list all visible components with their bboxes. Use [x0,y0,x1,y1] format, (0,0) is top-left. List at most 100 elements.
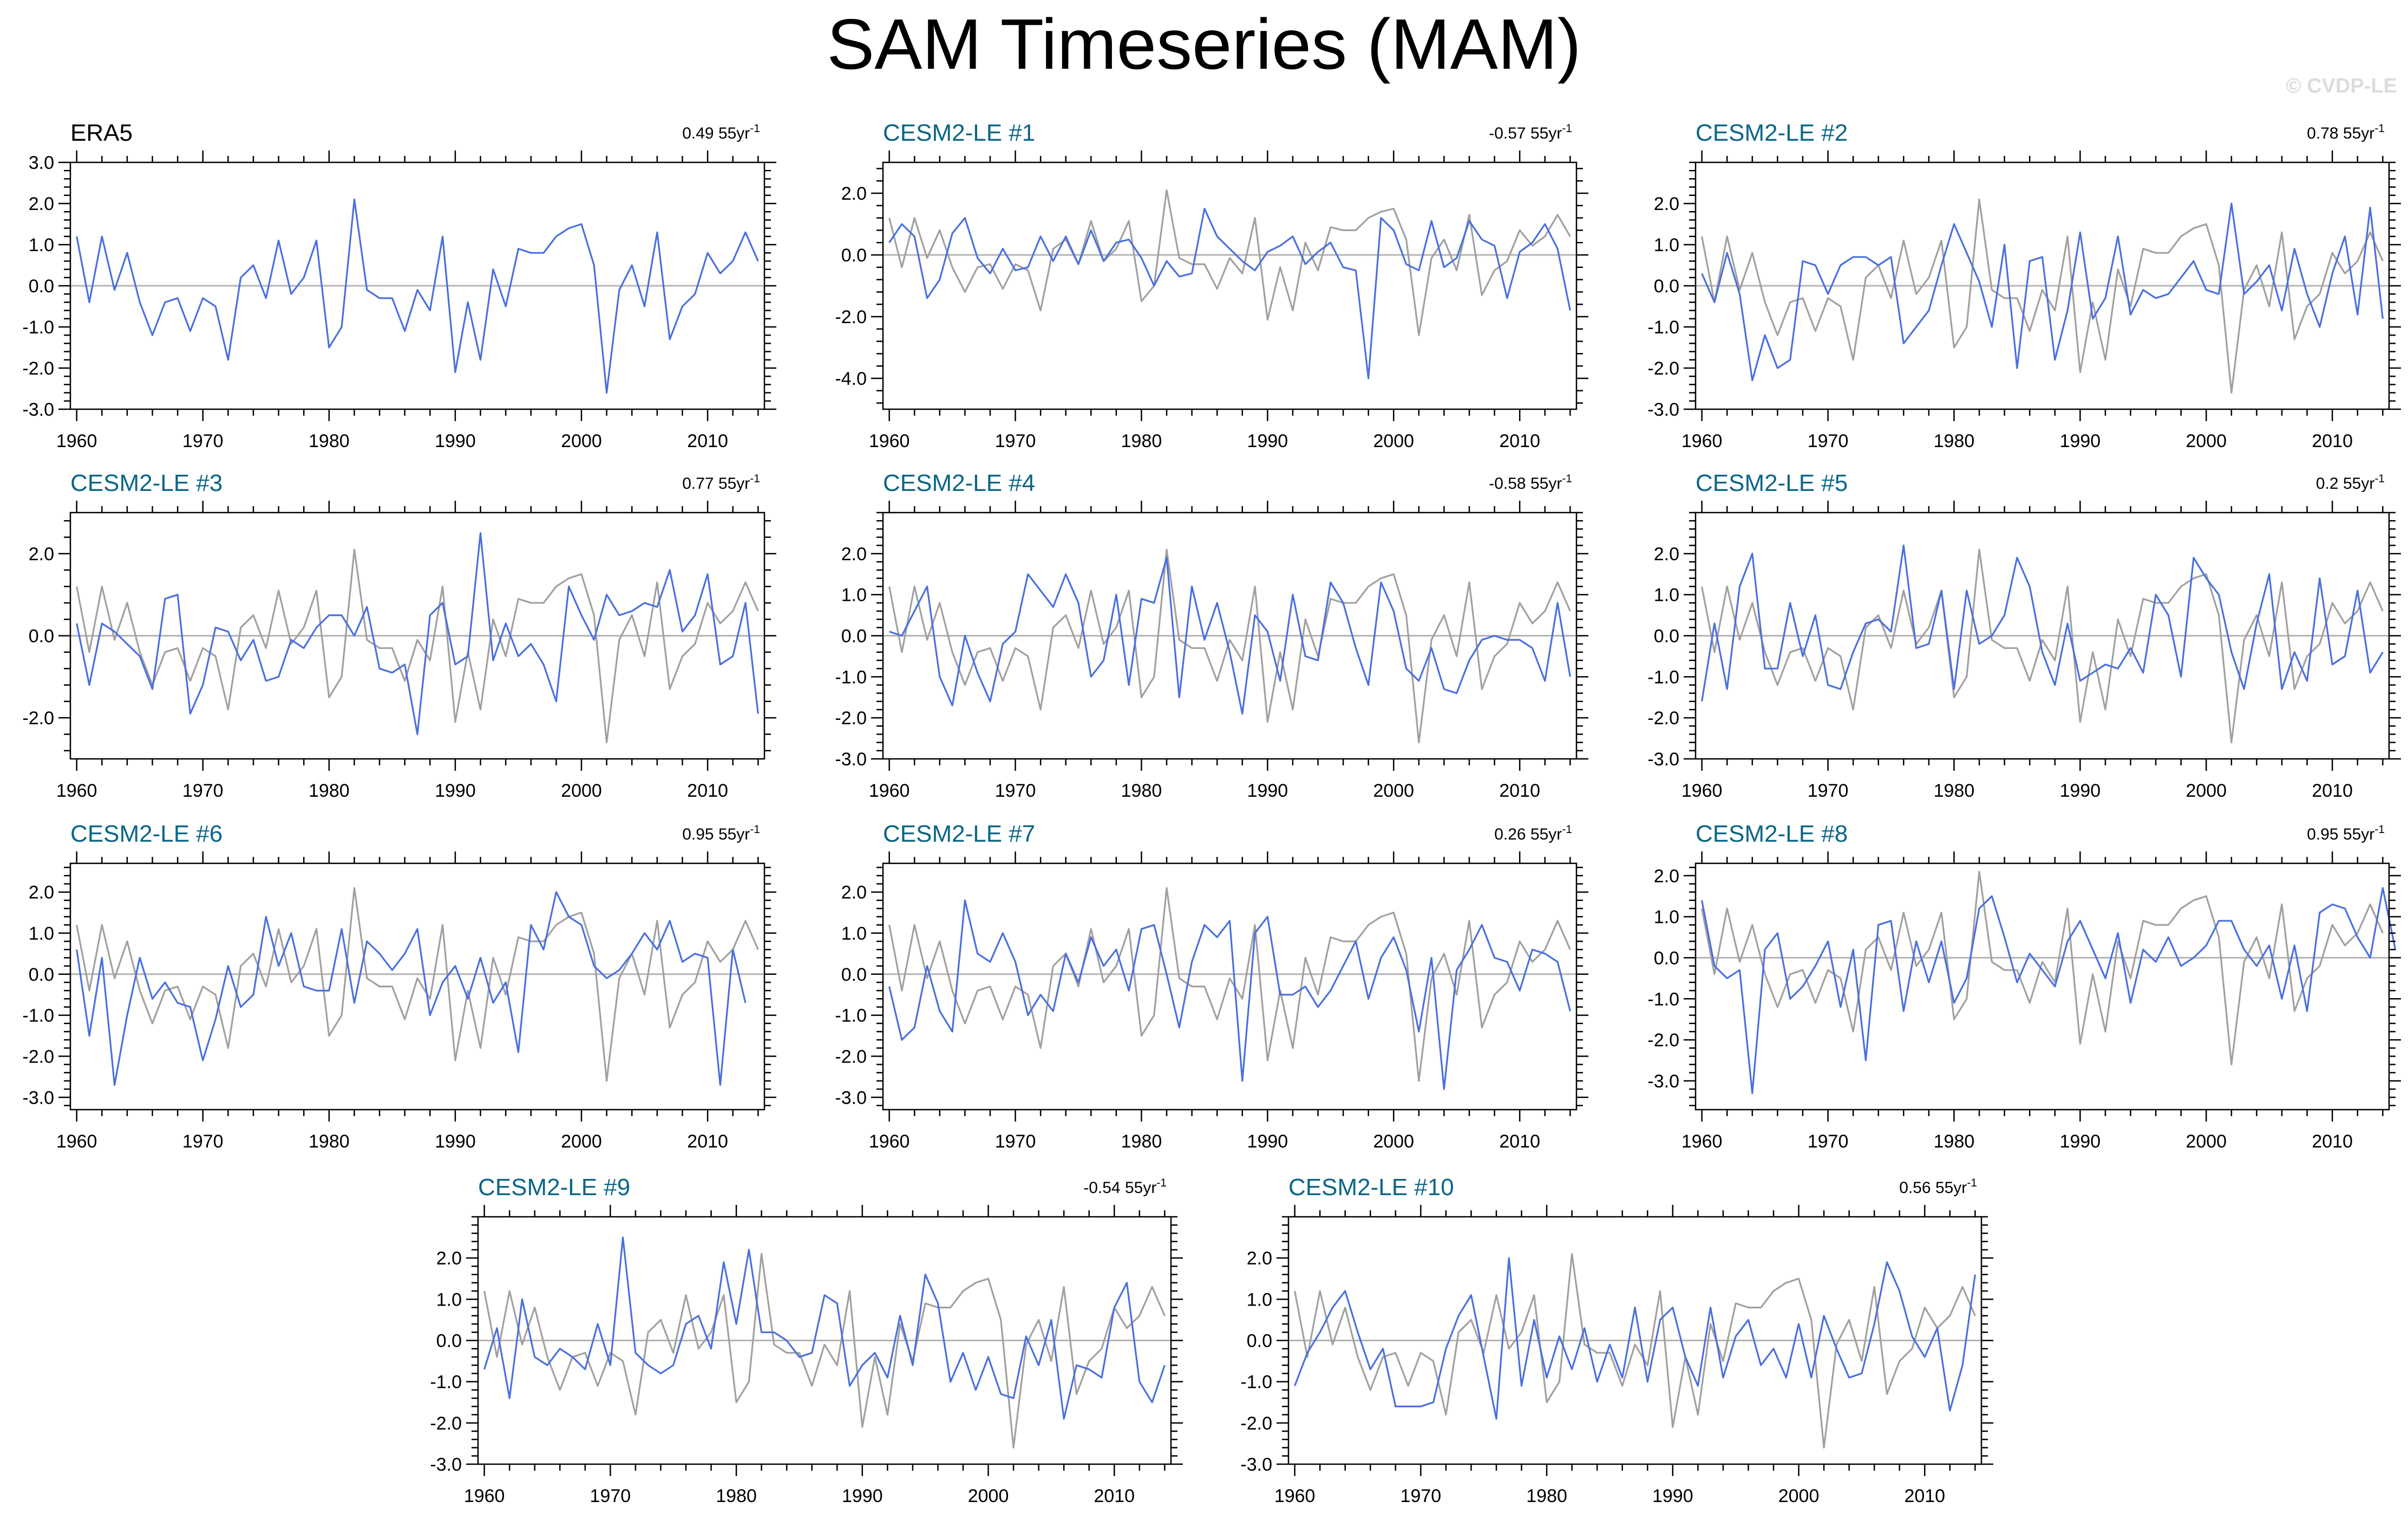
y-tick-label: 1.0 [841,923,867,944]
y-tick-label: -1.0 [22,317,54,338]
x-tick-label: 1990 [2060,781,2101,801]
trend-superscript: -1 [1967,1177,1977,1189]
panel-7: 1960 1970 1980 1990 2000 2010 2.0 1.0 0.0 -1.0 -2.… [22,821,776,1152]
panel-title: CESM2-LE #6 [70,821,223,847]
x-tick-label: 2010 [2312,781,2353,801]
y-tick-label: -1.0 [1647,667,1679,687]
x-tick-label: 1980 [1121,781,1162,801]
y-tick-label: 0.0 [29,965,54,985]
y-tick-label: 0.0 [29,626,54,647]
panel-4: 1960 1970 1980 1990 2000 2010 2.0 0.0 -2.0 CESM2-… [22,470,776,801]
x-tick-label: 1960 [56,1131,97,1152]
obs-series-line [888,189,1571,336]
x-tick-label: 1970 [995,1131,1036,1152]
x-tick-label: 1960 [1681,431,1723,451]
series-line [76,891,747,1086]
trend-superscript: -1 [750,473,760,485]
y-tick-label: -3.0 [430,1454,462,1475]
trend-superscript: -1 [1156,1177,1167,1189]
panel-5: 1960 1970 1980 1990 2000 2010 2.0 1.0 0.0 -1.0 -2.… [835,470,1588,801]
x-tick-label: 2010 [1904,1486,1945,1506]
trend-superscript: -1 [1562,823,1572,836]
x-tick-label: 2010 [687,1131,728,1152]
y-tick-label: 2.0 [841,544,867,565]
x-tick-label: 2010 [687,431,728,451]
y-tick-label: -3.0 [835,749,867,770]
y-tick-label: -2.0 [1240,1413,1272,1434]
y-tick-label: -2.0 [22,708,54,729]
x-tick-label: 2000 [2185,431,2227,451]
plot-frame [1694,862,2390,1111]
x-tick-label: 1960 [1681,1131,1723,1152]
x-tick-label: 2000 [1373,431,1414,451]
panel-1: 1960 1970 1980 1990 2000 2010 3.0 2.0 1.0 0.0 -1.0… [22,120,776,451]
x-tick-label: 1970 [182,1131,224,1152]
x-tick-label: 1980 [1934,1131,1975,1152]
y-tick-label: 1.0 [1654,585,1679,606]
x-tick-label: 1960 [56,431,97,451]
y-tick-label: 2.0 [1247,1248,1272,1269]
y-tick-label: 0.0 [436,1331,462,1352]
y-tick-label: 2.0 [436,1248,462,1269]
obs-series-line [888,548,1571,744]
x-tick-label: 2010 [2312,431,2353,451]
panel-title: CESM2-LE #9 [478,1174,630,1201]
y-tick-label: -2.0 [430,1413,462,1434]
x-tick-label: 2010 [1499,781,1540,801]
x-tick-label: 2010 [1094,1486,1135,1506]
x-tick-label: 2000 [1373,1131,1414,1152]
trend-label: -0.54 55yr-1 [1083,1177,1167,1197]
x-tick-label: 2010 [2312,1131,2353,1152]
x-tick-label: 1980 [1121,431,1162,451]
y-tick-label: -3.0 [1647,749,1679,770]
x-tick-label: 1990 [842,1486,883,1506]
y-tick-label: -2.0 [1647,358,1679,379]
series-line [888,899,1571,1090]
x-tick-label: 2010 [1499,431,1540,451]
panel-6: 1960 1970 1980 1990 2000 2010 2.0 1.0 0.0 -1.0 -2.… [1647,470,2401,801]
trend-label: 0.49 55yr-1 [682,122,760,142]
obs-series-line [1701,198,2384,394]
trend-label: 0.95 55yr-1 [2307,823,2385,843]
panel-title: ERA5 [70,120,133,146]
series-line [1701,887,2397,1094]
y-tick-label: -3.0 [22,399,54,420]
x-tick-label: 1960 [869,781,910,801]
y-tick-label: 1.0 [29,923,54,944]
trend-label: 0.77 55yr-1 [682,473,760,493]
y-tick-label: 2.0 [29,882,54,903]
panel-10: 1960 1970 1980 1990 2000 2010 2.0 1.0 0.0 -1.0 -2.… [430,1174,1183,1506]
x-tick-label: 2000 [561,1131,602,1152]
x-tick-label: 2000 [2185,781,2227,801]
x-tick-label: 1990 [435,1131,476,1152]
trend-label: -0.58 55yr-1 [1489,473,1572,493]
plot-frame [69,862,765,1111]
y-tick-label: -1.0 [1647,989,1679,1009]
y-tick-label: -2.0 [835,1046,867,1067]
panel-2: 1960 1970 1980 1990 2000 2010 2.0 0.0 -2.0 -4.0 CE… [835,120,1588,451]
x-tick-label: 1970 [1808,1131,1849,1152]
series-line [888,207,1571,379]
x-tick-label: 2010 [687,781,728,801]
trend-superscript: -1 [2374,122,2385,135]
y-tick-label: -4.0 [835,369,867,389]
plot-frame [882,161,1578,410]
panel-title: CESM2-LE #4 [883,470,1035,496]
y-tick-label: -3.0 [1647,399,1679,420]
y-tick-label: -1.0 [1647,317,1679,338]
series-line [483,1236,1166,1420]
y-tick-label: 2.0 [29,194,54,214]
x-tick-label: 1970 [1808,781,1849,801]
x-tick-label: 1980 [309,781,350,801]
obs-series-line [1294,1253,1976,1449]
y-tick-label: -2.0 [22,1046,54,1067]
y-tick-label: 0.0 [841,626,867,647]
y-tick-label: 2.0 [841,882,867,903]
y-tick-label: -1.0 [430,1372,462,1393]
trend-superscript: -1 [2374,823,2385,836]
x-tick-label: 1960 [1681,781,1723,801]
trend-label: 0.56 55yr-1 [1899,1177,1977,1197]
trend-label: 0.2 55yr-1 [2316,473,2385,493]
y-tick-label: -3.0 [835,1087,867,1108]
y-tick-label: -2.0 [1647,1030,1679,1051]
